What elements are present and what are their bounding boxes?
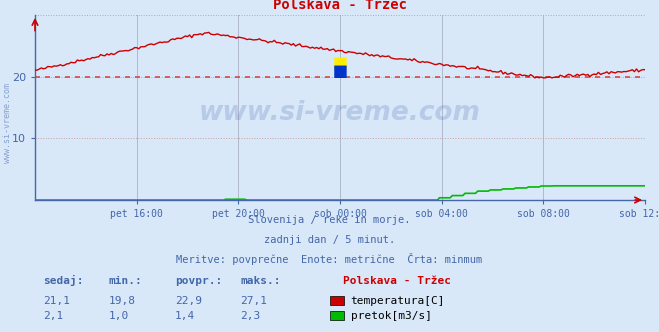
Text: www.si-vreme.com: www.si-vreme.com	[3, 83, 13, 163]
Text: zadnji dan / 5 minut.: zadnji dan / 5 minut.	[264, 235, 395, 245]
Text: min.:: min.:	[109, 276, 142, 286]
Text: sedaj:: sedaj:	[43, 275, 83, 286]
Text: temperatura[C]: temperatura[C]	[351, 296, 445, 306]
Text: pretok[m3/s]: pretok[m3/s]	[351, 311, 432, 321]
Text: Slovenija / reke in morje.: Slovenija / reke in morje.	[248, 215, 411, 225]
Text: 27,1: 27,1	[241, 296, 268, 306]
Text: 19,8: 19,8	[109, 296, 136, 306]
Title: Polskava - Tržec: Polskava - Tržec	[273, 0, 407, 12]
Text: Polskava - Tržec: Polskava - Tržec	[343, 276, 451, 286]
Text: 22,9: 22,9	[175, 296, 202, 306]
Text: ▪: ▪	[331, 58, 349, 82]
Text: 21,1: 21,1	[43, 296, 70, 306]
Text: www.si-vreme.com: www.si-vreme.com	[199, 100, 481, 126]
Text: 1,0: 1,0	[109, 311, 129, 321]
Text: 2,3: 2,3	[241, 311, 261, 321]
Text: ▪: ▪	[331, 51, 349, 75]
Text: 1,4: 1,4	[175, 311, 195, 321]
Text: povpr.:: povpr.:	[175, 276, 222, 286]
Text: 2,1: 2,1	[43, 311, 63, 321]
Text: Meritve: povprečne  Enote: metrične  Črta: minmum: Meritve: povprečne Enote: metrične Črta:…	[177, 253, 482, 265]
Text: maks.:: maks.:	[241, 276, 281, 286]
